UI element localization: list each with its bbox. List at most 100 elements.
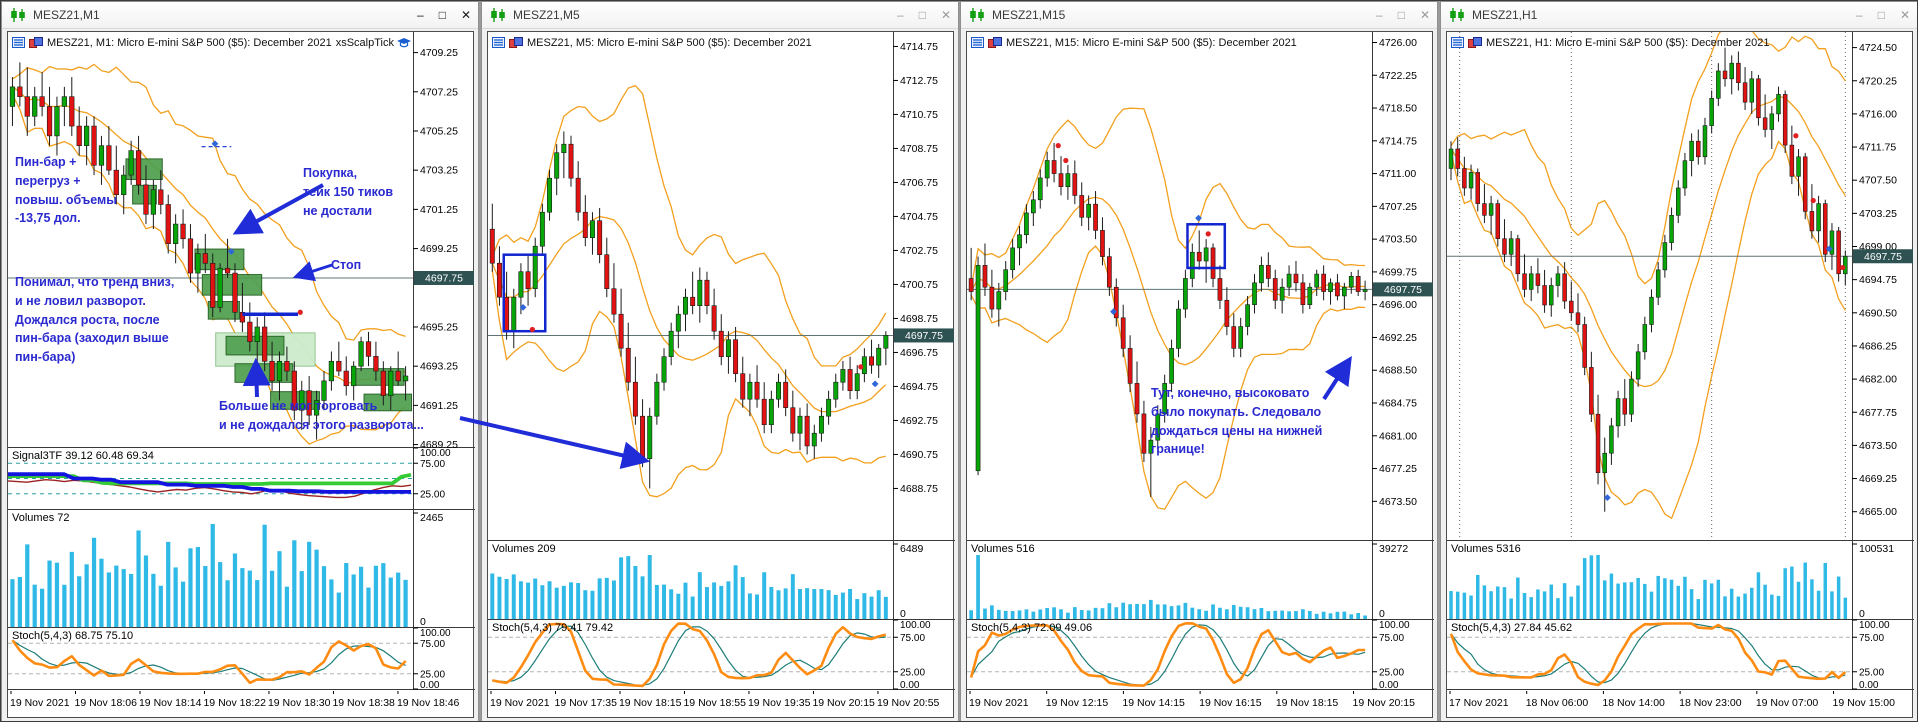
maximize-button[interactable]: □ [438,8,446,22]
stoch-label: Stoch(5,4,3) 79.41 79.42 [492,622,614,634]
svg-text:4686.25: 4686.25 [1859,340,1897,352]
svg-text:0: 0 [1379,608,1385,620]
maximize-button[interactable]: □ [1397,8,1405,22]
svg-text:2465: 2465 [420,512,444,524]
svg-text:4692.75: 4692.75 [900,415,938,427]
minimize-button[interactable]: – [417,8,424,22]
svg-text:17 Nov 2021: 17 Nov 2021 [1449,697,1509,709]
svg-text:4688.75: 4688.75 [900,483,938,495]
svg-text:18 Nov 23:00: 18 Nov 23:00 [1679,697,1742,709]
window-titlebar[interactable]: MESZ21,H1 – □ ✕ [1441,2,1917,29]
window-titlebar[interactable]: MESZ21,M1 – □ ✕ [2,2,478,29]
window-title: MESZ21,H1 [1472,8,1538,22]
svg-text:19 Nov 15:00: 19 Nov 15:00 [1833,697,1896,709]
chart-frame: 4724.50 4720.25 4716.00 4711.75 4707.50 4703.… [1446,31,1914,718]
svg-text:18 Nov 14:00: 18 Nov 14:00 [1602,697,1665,709]
svg-text:100.00: 100.00 [1859,620,1890,631]
chart-header: MESZ21, M15: Micro E-mini S&P 500 ($5): … [971,35,1370,50]
svg-text:4693.25: 4693.25 [420,361,458,373]
minimize-button[interactable]: – [897,8,904,22]
svg-text:75.00: 75.00 [420,459,445,470]
quotes-list-icon[interactable] [1451,37,1464,48]
window-titlebar[interactable]: MESZ21,M5 – □ ✕ [482,2,958,29]
window-titlebar[interactable]: MESZ21,M15 – □ ✕ [961,2,1437,29]
chart-layout-icon[interactable] [1468,37,1482,48]
svg-text:4694.75: 4694.75 [1859,274,1897,286]
svg-text:4720.25: 4720.25 [1859,75,1897,87]
svg-text:25.00: 25.00 [900,667,925,678]
quotes-list-icon[interactable] [971,37,984,48]
window-controls: – □ ✕ [417,9,471,21]
svg-text:4677.25: 4677.25 [1379,463,1417,475]
chart-layout-icon[interactable] [988,37,1002,48]
price-chart-h1[interactable]: 4724.50 4720.25 4716.00 4711.75 4707.50 4703.… [1447,32,1914,717]
price-chart-m5[interactable]: 4714.75 4712.75 4710.75 4708.75 4706.75 4704.… [488,32,955,717]
stoch-label: Stoch(5,4,3) 68.75 75.10 [12,630,134,642]
svg-text:75.00: 75.00 [1379,633,1404,644]
close-button[interactable]: ✕ [1419,8,1430,22]
chart-annotation: Стоп [331,258,362,272]
svg-text:100.00: 100.00 [900,620,931,631]
svg-text:4700.75: 4700.75 [900,279,938,291]
window-title: MESZ21,M15 [992,8,1066,22]
svg-text:4689.25: 4689.25 [420,439,458,451]
svg-text:4697.75: 4697.75 [425,272,463,284]
chart-symbol-description: MESZ21, M5: Micro E-mini S&P 500 ($5): D… [527,36,812,49]
svg-text:6489: 6489 [900,543,924,555]
chart-layout-icon[interactable] [509,37,523,48]
svg-text:4702.75: 4702.75 [900,245,938,257]
minimize-button[interactable]: – [1376,8,1383,22]
svg-text:19 Nov 17:35: 19 Nov 17:35 [554,697,617,709]
svg-text:25.00: 25.00 [420,489,445,500]
svg-text:75.00: 75.00 [1859,633,1884,644]
chart-annotation: Тут, конечно, высоковато было покупать. … [1151,386,1323,457]
svg-text:19 Nov 18:14: 19 Nov 18:14 [139,697,202,709]
minimize-button[interactable]: – [1856,8,1863,22]
chart-window-m5: MESZ21,M5 – □ ✕ 4714.75 4712.75 4710.75 470… [481,1,959,721]
svg-text:25.00: 25.00 [1859,667,1884,678]
volumes-label: Volumes 72 [12,512,70,524]
svg-text:4714.75: 4714.75 [1379,135,1417,147]
svg-text:4688.50: 4688.50 [1379,365,1417,377]
quotes-list-icon[interactable] [12,37,25,48]
svg-text:0.00: 0.00 [420,680,440,691]
svg-text:19 Nov 18:22: 19 Nov 18:22 [203,697,266,709]
close-button[interactable]: ✕ [460,8,471,22]
svg-text:4711.00: 4711.00 [1379,168,1416,180]
price-chart-m15[interactable]: 4726.00 4722.25 4718.50 4714.75 4711.00 4707.… [967,32,1434,717]
stoch-label: Stoch(5,4,3) 27.84 45.62 [1451,622,1573,634]
svg-text:4695.25: 4695.25 [420,321,458,333]
candlestick-chart-icon [491,8,505,22]
indicator-name-label: xsScalpTick [336,37,411,49]
close-button[interactable]: ✕ [940,8,951,22]
svg-text:19 Nov 20:15: 19 Nov 20:15 [1353,697,1416,709]
candlestick-chart-icon [11,8,25,22]
maximize-button[interactable]: □ [1877,8,1885,22]
svg-text:19 Nov 19:35: 19 Nov 19:35 [748,697,811,709]
svg-text:4706.75: 4706.75 [900,177,938,189]
svg-text:19 Nov 18:38: 19 Nov 18:38 [332,697,395,709]
graduation-cap-icon [397,37,411,47]
svg-text:4703.50: 4703.50 [1379,234,1417,246]
price-chart-m1[interactable]: 4709.25 4707.25 4705.25 4703.25 4701.25 4699.… [8,32,475,717]
window-title: MESZ21,M1 [33,8,100,22]
svg-text:19 Nov 07:00: 19 Nov 07:00 [1756,697,1819,709]
chart-annotation: Больше не мог торговать и не дождался эт… [219,399,424,432]
svg-text:0: 0 [900,608,906,620]
svg-text:4722.25: 4722.25 [1379,70,1417,82]
chart-header: MESZ21, H1: Micro E-mini S&P 500 ($5): D… [1451,35,1850,50]
volumes-label: Volumes 516 [971,543,1035,555]
maximize-button[interactable]: □ [918,8,926,22]
svg-text:19 Nov 12:15: 19 Nov 12:15 [1046,697,1109,709]
svg-text:4697.75: 4697.75 [905,330,943,342]
svg-text:0.00: 0.00 [900,680,920,691]
quotes-list-icon[interactable] [492,37,505,48]
chart-frame: 4726.00 4722.25 4718.50 4714.75 4711.00 4707.… [966,31,1434,718]
xsscalptick-label: xsScalpTick [335,36,394,49]
chart-symbol-description: MESZ21, H1: Micro E-mini S&P 500 ($5): D… [1486,36,1770,49]
svg-text:4696.00: 4696.00 [1379,299,1417,311]
svg-text:4716.00: 4716.00 [1859,108,1897,120]
chart-layout-icon[interactable] [29,37,43,48]
close-button[interactable]: ✕ [1899,8,1910,22]
